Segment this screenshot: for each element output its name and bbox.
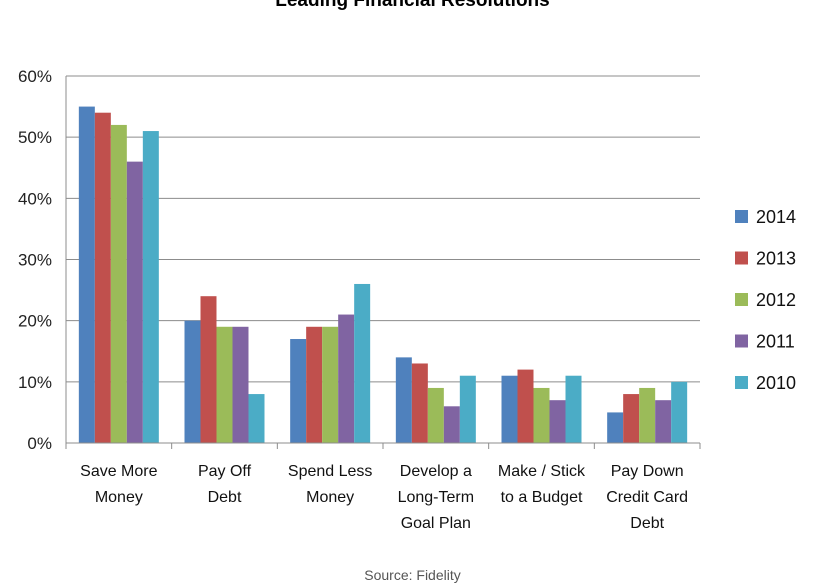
- bar: [232, 326, 249, 443]
- legend-label: 2012: [756, 290, 796, 310]
- bar: [248, 394, 265, 443]
- axes: [65, 76, 701, 449]
- y-tick-label: 0%: [27, 434, 52, 453]
- bar: [354, 283, 371, 443]
- bar: [142, 131, 159, 444]
- bar: [200, 296, 217, 443]
- bar: [94, 112, 111, 443]
- bar: [338, 314, 355, 443]
- bar: [459, 375, 476, 443]
- bar: [322, 326, 339, 443]
- bar: [443, 406, 460, 443]
- bar: [533, 387, 550, 443]
- bar: [126, 161, 143, 443]
- source-note: Source: Fidelity: [364, 567, 461, 583]
- bar: [501, 375, 518, 443]
- bar: [517, 369, 534, 443]
- bar: [395, 357, 412, 443]
- chart-title: Leading Financial Resolutions: [275, 0, 550, 11]
- bar: [78, 106, 95, 443]
- bar: [623, 394, 640, 443]
- bar: [427, 387, 444, 443]
- legend: 2014 2013 2012 2011 2010: [735, 207, 796, 393]
- bars: [78, 106, 688, 444]
- legend-label: 2013: [756, 249, 796, 269]
- bar: [411, 363, 428, 443]
- y-tick-label: 30%: [18, 251, 52, 270]
- bar: [607, 412, 624, 443]
- category-labels: Save More Money Pay Off Debt Spend Less Money…: [80, 463, 688, 532]
- legend-swatch: [735, 376, 748, 389]
- y-tick-label: 20%: [18, 312, 52, 331]
- bar: [639, 387, 656, 443]
- legend-swatch: [735, 251, 748, 265]
- bar: [671, 381, 688, 443]
- category-label: Spend Less Money: [288, 463, 373, 506]
- y-tick-label: 50%: [18, 128, 52, 147]
- y-tick-label: 60%: [18, 67, 52, 86]
- category-label: Make / Stick to a Budget: [498, 463, 586, 506]
- legend-swatch: [735, 293, 748, 306]
- bar: [655, 400, 672, 443]
- category-label: Pay Off Debt: [198, 463, 252, 506]
- category-label: Develop a Long-Term Goal Plan: [398, 463, 474, 532]
- legend-swatch: [735, 334, 748, 348]
- y-tick-label: 10%: [18, 373, 52, 392]
- y-tick-label: 40%: [18, 189, 52, 208]
- bar: [565, 375, 582, 443]
- bar: [110, 124, 127, 443]
- legend-label: 2011: [756, 332, 795, 352]
- bar: [306, 326, 323, 443]
- category-label: Save More Money: [80, 463, 157, 506]
- grid-lines: [66, 75, 700, 444]
- legend-label: 2014: [756, 207, 796, 227]
- bar: [290, 339, 307, 443]
- bar: [549, 400, 566, 443]
- bar: [184, 320, 201, 443]
- legend-label: 2010: [756, 373, 796, 393]
- category-label: Pay Down Credit Card Debt: [606, 463, 688, 532]
- legend-swatch: [735, 210, 748, 223]
- y-tick-labels: 0% 10% 20% 30% 40% 50% 60%: [18, 67, 52, 453]
- bar: [216, 326, 233, 443]
